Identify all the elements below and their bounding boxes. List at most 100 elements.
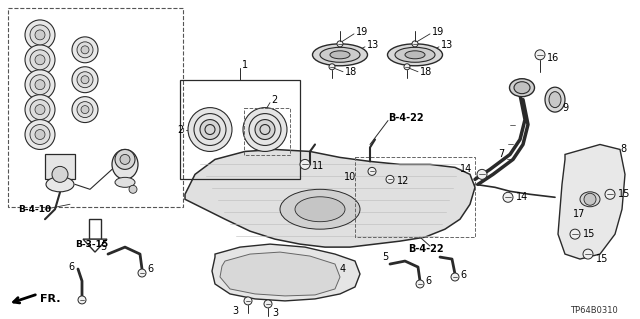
Circle shape: [81, 46, 89, 54]
Circle shape: [584, 193, 596, 205]
Circle shape: [120, 154, 130, 164]
Circle shape: [25, 95, 55, 124]
Circle shape: [249, 114, 281, 145]
Text: TP64B0310: TP64B0310: [570, 306, 618, 315]
Text: 19: 19: [356, 27, 368, 37]
Circle shape: [194, 114, 226, 145]
Ellipse shape: [405, 51, 425, 59]
Text: 3: 3: [272, 308, 278, 318]
Circle shape: [416, 280, 424, 288]
Circle shape: [451, 273, 459, 281]
Circle shape: [25, 20, 55, 50]
Circle shape: [30, 75, 50, 95]
Circle shape: [35, 105, 45, 115]
Circle shape: [244, 297, 252, 305]
Text: 1: 1: [242, 60, 248, 70]
Text: 18: 18: [345, 67, 357, 77]
Text: 13: 13: [367, 40, 380, 50]
Circle shape: [30, 25, 50, 45]
Circle shape: [329, 64, 335, 70]
Text: 14: 14: [460, 164, 472, 174]
Circle shape: [337, 41, 343, 47]
Circle shape: [243, 108, 287, 152]
Text: 15: 15: [596, 254, 609, 264]
Text: 6: 6: [460, 270, 466, 280]
Circle shape: [477, 169, 487, 179]
Ellipse shape: [312, 44, 367, 66]
Ellipse shape: [280, 189, 360, 229]
Circle shape: [129, 185, 137, 193]
Text: 11: 11: [312, 161, 324, 171]
Circle shape: [188, 108, 232, 152]
Text: 10: 10: [344, 172, 356, 182]
Ellipse shape: [320, 47, 360, 62]
Circle shape: [205, 124, 215, 135]
Circle shape: [605, 189, 615, 199]
Circle shape: [300, 160, 310, 169]
Text: FR.: FR.: [40, 294, 61, 304]
Circle shape: [35, 80, 45, 90]
Polygon shape: [83, 239, 107, 252]
Circle shape: [25, 120, 55, 150]
Ellipse shape: [295, 197, 345, 222]
Ellipse shape: [580, 192, 600, 207]
Text: 6: 6: [68, 262, 74, 272]
Text: 18: 18: [420, 67, 432, 77]
Circle shape: [35, 30, 45, 40]
Circle shape: [264, 300, 272, 308]
Ellipse shape: [509, 79, 534, 97]
Bar: [89, 219, 101, 239]
Ellipse shape: [330, 51, 350, 59]
Text: 14: 14: [516, 192, 528, 202]
Text: B-4-22: B-4-22: [408, 244, 444, 254]
Circle shape: [78, 296, 86, 304]
Text: 8: 8: [620, 145, 626, 154]
Text: 4: 4: [340, 264, 346, 274]
Circle shape: [386, 175, 394, 183]
Text: 19: 19: [432, 27, 444, 37]
Polygon shape: [220, 252, 340, 296]
Circle shape: [255, 120, 275, 139]
Circle shape: [260, 124, 270, 135]
Circle shape: [30, 100, 50, 120]
Circle shape: [30, 50, 50, 70]
Polygon shape: [212, 244, 360, 301]
Ellipse shape: [549, 92, 561, 108]
Ellipse shape: [112, 150, 138, 179]
Ellipse shape: [545, 87, 565, 112]
Ellipse shape: [514, 82, 530, 94]
Circle shape: [535, 50, 545, 60]
Bar: [355, 158, 475, 237]
Text: 6: 6: [147, 264, 153, 274]
Text: 3: 3: [232, 306, 238, 316]
Text: 17: 17: [573, 209, 586, 219]
Circle shape: [52, 167, 68, 182]
Circle shape: [115, 150, 135, 169]
Circle shape: [200, 120, 220, 139]
Circle shape: [35, 55, 45, 65]
Circle shape: [81, 106, 89, 114]
Text: 5: 5: [382, 252, 388, 262]
Ellipse shape: [46, 177, 74, 192]
Ellipse shape: [387, 44, 442, 66]
Circle shape: [25, 70, 55, 100]
Circle shape: [77, 72, 93, 88]
Circle shape: [25, 45, 55, 75]
Circle shape: [570, 229, 580, 239]
Text: 9: 9: [562, 103, 568, 113]
Circle shape: [77, 42, 93, 58]
Text: 7: 7: [498, 149, 504, 160]
Text: 5: 5: [100, 242, 106, 252]
Circle shape: [503, 192, 513, 202]
Text: 16: 16: [547, 53, 559, 63]
Text: 15: 15: [583, 229, 595, 239]
Circle shape: [81, 76, 89, 84]
Text: 15: 15: [618, 189, 630, 199]
Circle shape: [404, 64, 410, 70]
Text: B-3-15: B-3-15: [75, 240, 108, 249]
Circle shape: [72, 37, 98, 63]
Circle shape: [138, 269, 146, 277]
Bar: [45, 154, 75, 179]
Circle shape: [72, 97, 98, 122]
Ellipse shape: [115, 177, 135, 187]
